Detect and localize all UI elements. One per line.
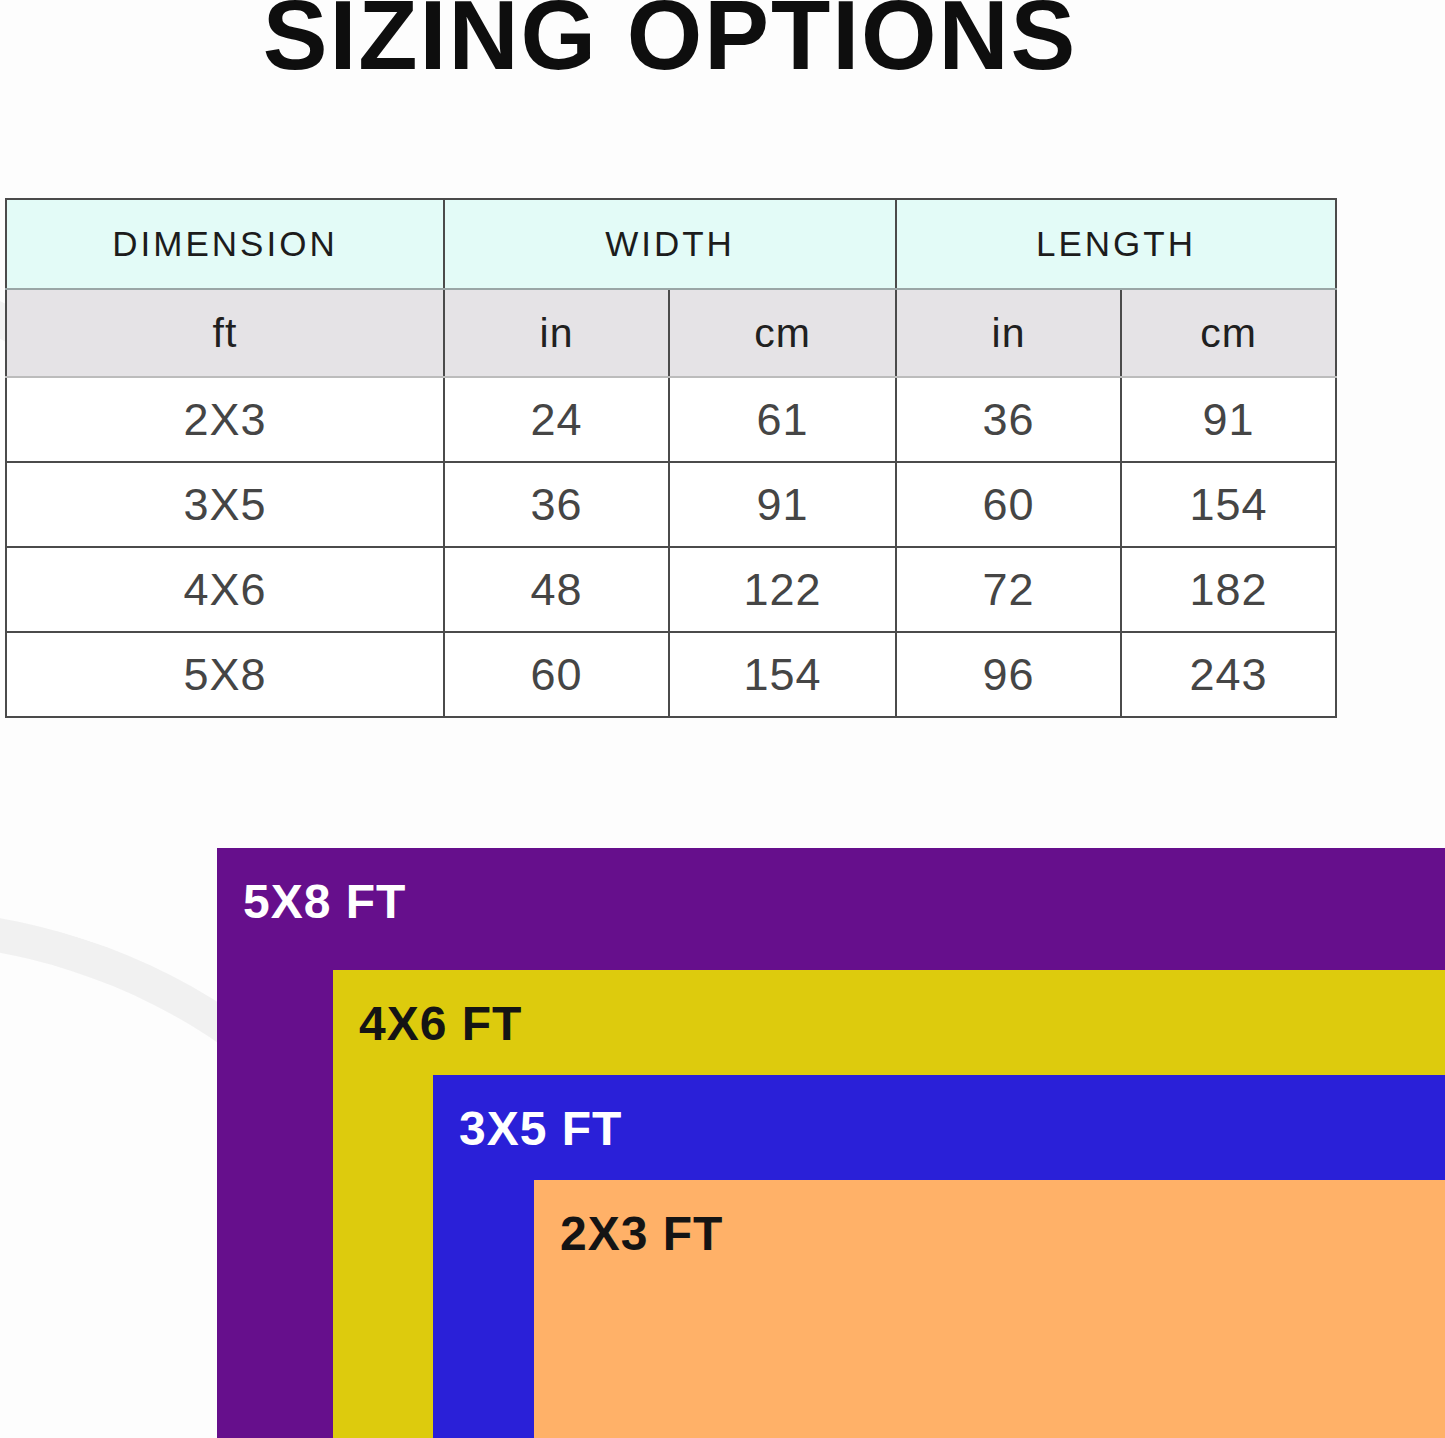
cell-dimension: 4X6 (6, 547, 444, 632)
cell-width-cm: 154 (669, 632, 896, 717)
cell-dimension: 5X8 (6, 632, 444, 717)
unit-ft: ft (6, 289, 444, 377)
cell-length-in: 96 (896, 632, 1121, 717)
unit-length-in: in (896, 289, 1121, 377)
table-row-3x5: 3X5 36 91 60 154 (6, 462, 1336, 547)
header-length: LENGTH (896, 199, 1336, 289)
table-row-5x8: 5X8 60 154 96 243 (6, 632, 1336, 717)
size-rect-label: 4X6 FT (333, 970, 1445, 1048)
header-dimension: DIMENSION (6, 199, 444, 289)
page-title: SIZING OPTIONS (13, 0, 1326, 87)
size-rect-2x3: 2X3 FT (534, 1180, 1445, 1438)
unit-length-cm: cm (1121, 289, 1336, 377)
size-rect-label: 2X3 FT (534, 1180, 1445, 1258)
size-comparison-diagram: 5X8 FT 4X6 FT 3X5 FT 2X3 FT (0, 848, 1445, 1438)
size-rect-label: 3X5 FT (433, 1075, 1445, 1153)
unit-width-cm: cm (669, 289, 896, 377)
header-width: WIDTH (444, 199, 896, 289)
table-units-row: ft in cm in cm (6, 289, 1336, 377)
sizing-table: DIMENSION WIDTH LENGTH ft in cm in cm 2X… (5, 198, 1337, 718)
cell-length-cm: 182 (1121, 547, 1336, 632)
cell-length-in: 60 (896, 462, 1121, 547)
cell-dimension: 3X5 (6, 462, 444, 547)
cell-length-in: 72 (896, 547, 1121, 632)
cell-length-in: 36 (896, 377, 1121, 462)
size-rect-label: 5X8 FT (217, 848, 1445, 926)
table-header-row: DIMENSION WIDTH LENGTH (6, 199, 1336, 289)
cell-width-in: 48 (444, 547, 669, 632)
cell-width-cm: 61 (669, 377, 896, 462)
cell-width-in: 24 (444, 377, 669, 462)
cell-width-cm: 122 (669, 547, 896, 632)
cell-width-in: 60 (444, 632, 669, 717)
cell-length-cm: 243 (1121, 632, 1336, 717)
cell-length-cm: 91 (1121, 377, 1336, 462)
table-row-2x3: 2X3 24 61 36 91 (6, 377, 1336, 462)
cell-width-cm: 91 (669, 462, 896, 547)
table-row-4x6: 4X6 48 122 72 182 (6, 547, 1336, 632)
cell-length-cm: 154 (1121, 462, 1336, 547)
cell-width-in: 36 (444, 462, 669, 547)
unit-width-in: in (444, 289, 669, 377)
cell-dimension: 2X3 (6, 377, 444, 462)
